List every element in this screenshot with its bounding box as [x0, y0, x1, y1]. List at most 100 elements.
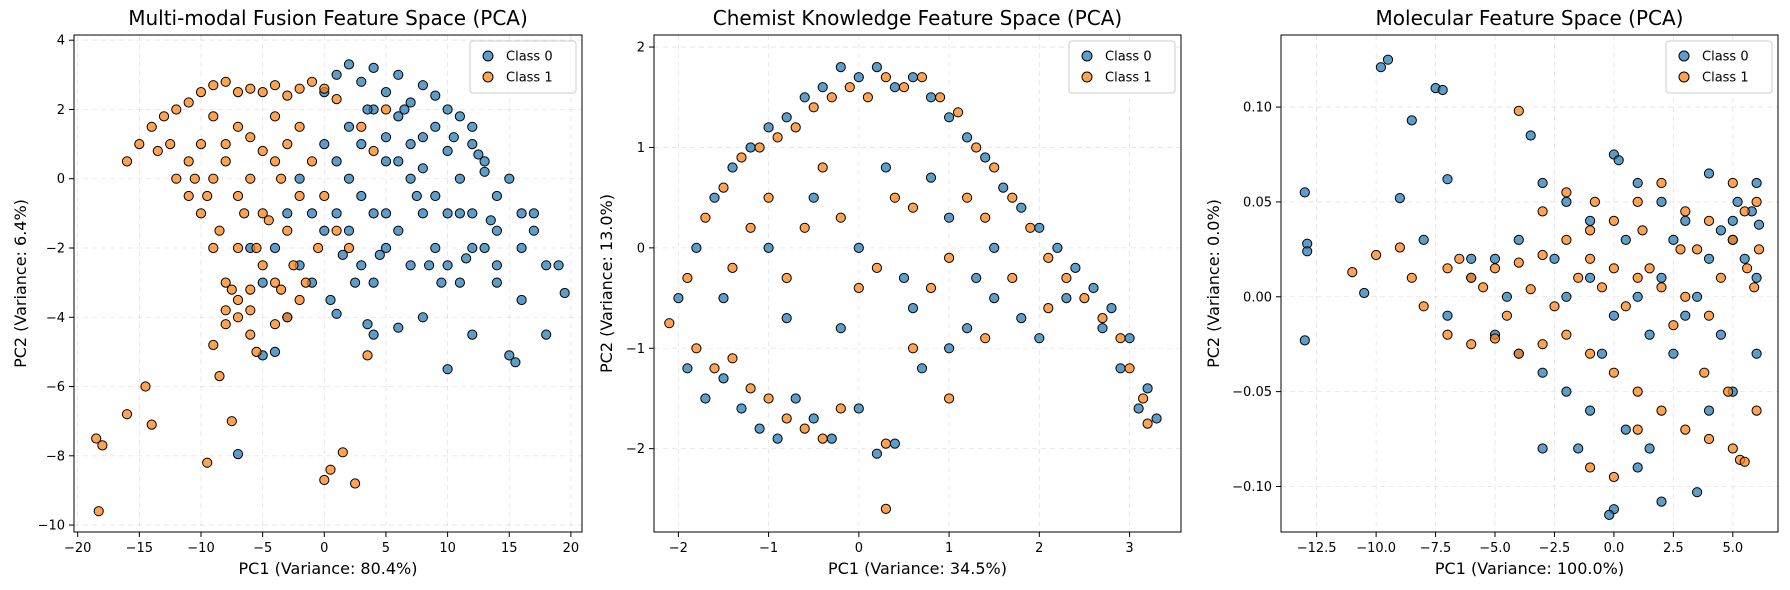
scatter-point-class0	[1437, 84, 1448, 96]
scatter-point-class1	[1727, 234, 1738, 245]
scatter-point-class1	[727, 262, 738, 273]
scatter-point-class0	[454, 277, 465, 288]
chart-panel-1: −20 −15 −10 −5 0 5 10 15 20−10−8−6−4−2024Multi-m…	[11, 6, 583, 578]
scatter-point-class0	[405, 260, 416, 271]
scatter-point-class0	[1632, 291, 1643, 302]
scatter-point-class0	[528, 225, 540, 236]
scatter-point-class1	[165, 139, 176, 150]
scatter-point-class0	[1680, 215, 1691, 226]
x-tick-label: 1	[945, 541, 953, 556]
scatter-point-class0	[1406, 115, 1417, 126]
scatter-point-class0	[673, 293, 684, 304]
y-tick-label: 4	[57, 34, 65, 49]
scatter-point-class1	[319, 190, 330, 202]
scatter-point-class1	[1406, 272, 1417, 283]
scatter-point-class1	[1043, 303, 1054, 314]
scatter-point-class1	[195, 208, 207, 219]
scatter-point-class1	[1537, 339, 1548, 350]
scatter-point-class0	[772, 433, 783, 444]
scatter-point-class1	[232, 87, 244, 98]
scatter-point-class0	[504, 173, 515, 184]
scatter-point-class1	[183, 190, 194, 202]
scatter-point-class1	[1680, 291, 1691, 302]
y-axis-label: PC2 (Variance: 13.0%)	[597, 194, 616, 373]
scatter-point-class1	[1585, 253, 1596, 264]
scatter-point-class1	[134, 139, 145, 150]
x-tick-label: −12.5	[1297, 541, 1337, 556]
scatter-point-class0	[826, 433, 837, 444]
scatter-point-class0	[907, 72, 919, 83]
scatter-point-class1	[1749, 282, 1760, 293]
scatter-point-class1	[1680, 424, 1691, 435]
scatter-point-class0	[331, 308, 342, 319]
scatter-point-class1	[1478, 282, 1489, 293]
legend-marker-class0	[1081, 50, 1093, 62]
scatter-point-class0	[319, 139, 330, 150]
scatter-point-class1	[1637, 225, 1648, 236]
scatter-point-class1	[140, 381, 151, 392]
scatter-point-class1	[362, 350, 373, 361]
scatter-point-class0	[1751, 348, 1762, 359]
scatter-point-class0	[1418, 234, 1429, 245]
scatter-point-class1	[220, 139, 231, 150]
scatter-point-class0	[331, 208, 342, 219]
scatter-point-class1	[282, 225, 293, 236]
scatter-point-class1	[121, 409, 133, 420]
scatter-point-class1	[232, 294, 244, 306]
scatter-point-class1	[1537, 249, 1548, 261]
scatter-point-class1	[1142, 418, 1153, 429]
scatter-point-class1	[269, 111, 281, 122]
scatter-point-class0	[541, 329, 552, 340]
scatter-point-class1	[239, 208, 250, 219]
scatter-point-class0	[1302, 246, 1313, 257]
scatter-point-class1	[1727, 443, 1738, 454]
scatter-point-class0	[925, 172, 937, 183]
scatter-point-class0	[442, 208, 453, 219]
scatter-point-class0	[331, 69, 342, 80]
scatter-point-class0	[269, 346, 281, 357]
scatter-point-class1	[171, 104, 182, 115]
scatter-point-class1	[245, 305, 256, 316]
scatter-point-class1	[1124, 363, 1135, 374]
scatter-point-class1	[817, 433, 828, 444]
scatter-point-class1	[152, 145, 163, 157]
scatter-point-class0	[467, 329, 478, 340]
scatter-point-class0	[763, 122, 774, 133]
y-tick-label: −10	[38, 519, 65, 534]
scatter-point-class1	[907, 343, 919, 354]
scatter-point-class0	[1513, 234, 1524, 245]
scatter-point-class0	[337, 249, 348, 260]
scatter-point-class0	[1442, 310, 1453, 321]
scatter-point-class0	[393, 225, 404, 236]
scatter-point-class1	[935, 92, 946, 103]
scatter-point-class1	[944, 252, 955, 263]
scatter-point-class1	[835, 212, 846, 223]
scatter-point-class0	[781, 313, 792, 324]
scatter-point-class1	[337, 447, 348, 458]
scatter-point-class0	[454, 111, 465, 122]
scatter-point-class0	[232, 449, 244, 460]
scatter-point-class1	[1727, 177, 1738, 189]
scatter-point-class0	[1692, 291, 1703, 302]
scatter-point-class1	[971, 142, 982, 153]
scatter-point-class0	[510, 357, 521, 368]
y-tick-label: 0	[57, 172, 65, 187]
scatter-point-class0	[516, 242, 527, 254]
scatter-point-class1	[880, 438, 892, 449]
scatter-point-class1	[97, 440, 108, 451]
scatter-point-class0	[853, 72, 864, 83]
scatter-point-class1	[1675, 244, 1686, 255]
scatter-point-class0	[442, 364, 453, 375]
y-tick-label: 0.00	[1243, 290, 1272, 305]
y-tick-label: −1	[626, 342, 645, 357]
scatter-point-class0	[781, 112, 792, 123]
scatter-point-class1	[263, 215, 274, 226]
scatter-point-class1	[208, 339, 219, 351]
scatter-point-class0	[393, 111, 404, 122]
x-tick-label: −1	[759, 541, 778, 556]
scatter-point-class1	[1739, 456, 1750, 467]
y-tick-label: −0.10	[1232, 480, 1272, 495]
scatter-point-class1	[331, 94, 342, 105]
scatter-point-class0	[430, 121, 441, 132]
